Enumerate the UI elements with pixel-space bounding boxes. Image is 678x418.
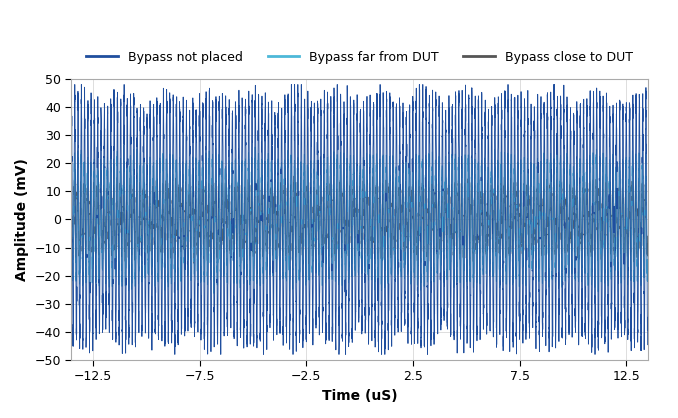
Bypass close to DUT (305, 265, 313, 270)
Bypass far from DUT (119, 143, 127, 148)
Bypass not placed (433, 321, 441, 326)
Bypass far from DUT (433, 249, 441, 254)
Bypass far from DUT (67, 169, 75, 174)
Bypass not placed (643, 342, 652, 347)
Bypass close to DUT (494, 233, 502, 238)
Bypass not placed (96, 170, 104, 175)
Bypass far from DUT (210, 291, 218, 296)
X-axis label: Time (uS): Time (uS) (322, 389, 397, 403)
Bypass not placed (408, 131, 416, 136)
Bypass close to DUT (408, 185, 416, 190)
Bypass far from DUT (525, 258, 534, 263)
Bypass close to DUT (643, 234, 652, 239)
Bypass far from DUT (96, 180, 104, 185)
Bypass not placed (171, 352, 179, 357)
Bypass not placed (67, 110, 75, 115)
Line: Bypass close to DUT: Bypass close to DUT (71, 174, 647, 268)
Bypass close to DUT (96, 183, 104, 188)
Bypass far from DUT (495, 218, 503, 223)
Bypass not placed (525, 327, 534, 332)
Bypass not placed (276, 316, 284, 321)
Line: Bypass far from DUT: Bypass far from DUT (71, 145, 647, 293)
Bypass not placed (495, 137, 503, 142)
Y-axis label: Amplitude (mV): Amplitude (mV) (15, 158, 29, 281)
Bypass far from DUT (408, 161, 416, 166)
Bypass close to DUT (433, 227, 441, 232)
Bypass far from DUT (643, 265, 652, 270)
Bypass close to DUT (525, 235, 534, 240)
Line: Bypass not placed: Bypass not placed (71, 84, 647, 354)
Bypass far from DUT (276, 247, 284, 252)
Legend: Bypass not placed, Bypass far from DUT, Bypass close to DUT: Bypass not placed, Bypass far from DUT, … (81, 46, 638, 69)
Bypass close to DUT (536, 171, 544, 176)
Bypass close to DUT (276, 229, 284, 234)
Bypass close to DUT (67, 198, 75, 203)
Bypass not placed (71, 82, 79, 87)
